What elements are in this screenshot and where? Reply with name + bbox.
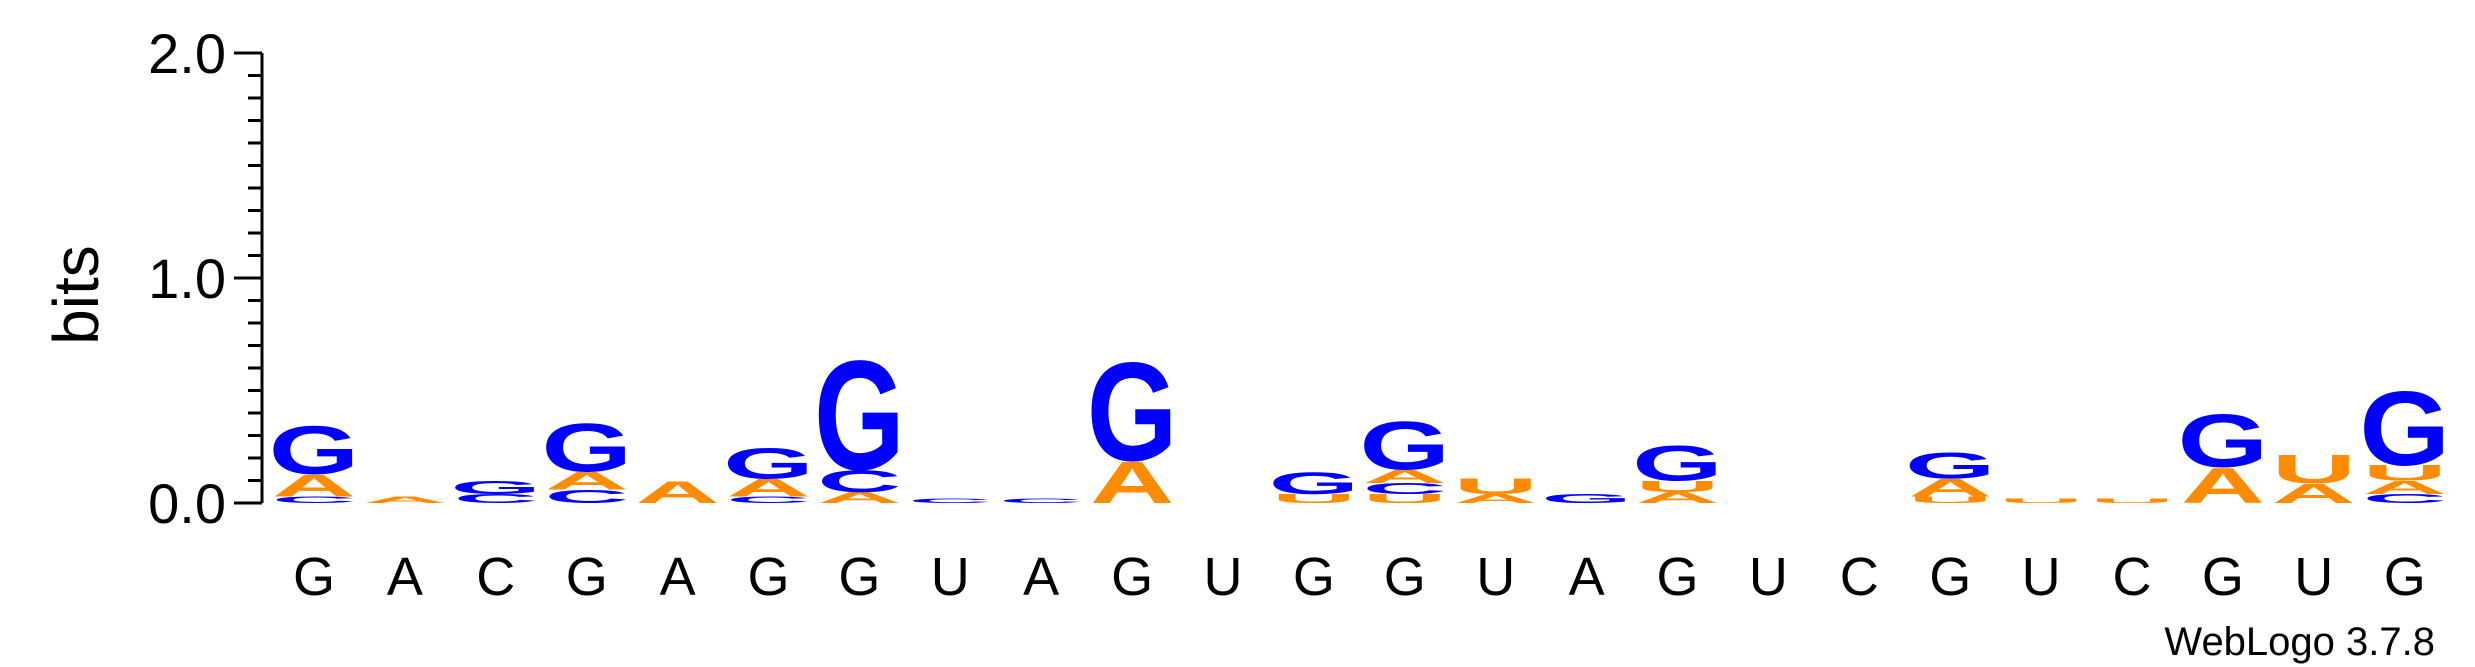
y-tick-label: 2.0 xyxy=(148,22,226,85)
position-7-stack: ACG xyxy=(814,329,905,507)
stack-letter-g: G xyxy=(1269,466,1360,501)
y-tick-label: 0.0 xyxy=(148,472,226,535)
position-15-stack: G xyxy=(1541,492,1632,506)
stack-letter-a: A xyxy=(1454,492,1538,506)
stack-letter-c: C xyxy=(817,464,901,499)
x-tick-label: G xyxy=(566,547,608,607)
stack-letter-a: A xyxy=(2272,477,2356,508)
stack-letter-g: G xyxy=(2359,369,2450,488)
position-10-stack: AG xyxy=(1087,334,1178,516)
stack-letter-c: C xyxy=(545,486,629,507)
position-2-stack: A xyxy=(363,495,447,506)
x-tick-label: G xyxy=(838,547,880,607)
stack-letter-a: A xyxy=(545,467,629,495)
stack-letter-a: A xyxy=(2363,477,2447,498)
y-axis-label: bits xyxy=(40,245,112,345)
position-21-stack: U xyxy=(2090,497,2174,504)
stack-letter-a: A xyxy=(1090,449,1174,516)
stack-letter-a: A xyxy=(1635,489,1719,506)
position-23-stack: AU xyxy=(2272,446,2356,509)
position-12-stack: UG xyxy=(1269,466,1360,506)
position-20-stack: U xyxy=(1999,497,2083,504)
stack-letter-a: A xyxy=(363,495,447,506)
x-tick-label: G xyxy=(1111,547,1153,607)
stack-letter-a: A xyxy=(272,468,356,503)
x-tick-label: C xyxy=(476,547,515,607)
stack-letter-g: G xyxy=(450,477,541,498)
x-tick-label: G xyxy=(1293,547,1335,607)
stack-letter-c: C xyxy=(908,497,992,504)
y-tick-label: 1.0 xyxy=(148,247,226,310)
stack-letter-u: U xyxy=(1363,492,1447,506)
stack-letter-g: G xyxy=(814,329,905,504)
weblogo-credit: WebLogo 3.7.8 xyxy=(2164,620,2435,664)
x-tick-label: G xyxy=(1656,547,1698,607)
stack-letter-u: U xyxy=(1635,478,1719,495)
stack-letter-c: C xyxy=(999,497,1083,504)
stack-letter-u: U xyxy=(1908,495,1992,506)
stack-letter-g: G xyxy=(1087,334,1178,491)
stack-letter-c: C xyxy=(726,495,810,506)
x-tick-label: A xyxy=(1569,547,1605,607)
stack-letter-u: U xyxy=(1999,497,2083,504)
position-22-stack: AG xyxy=(2178,399,2269,514)
x-tick-label: U xyxy=(931,547,970,607)
stack-letter-a: A xyxy=(1363,466,1447,487)
x-tick-label: C xyxy=(1840,547,1879,607)
x-tick-label: G xyxy=(1384,547,1426,607)
x-tick-label: A xyxy=(387,547,423,607)
position-14-stack: AU xyxy=(1454,474,1538,506)
stack-letter-g: G xyxy=(1541,492,1632,506)
stack-letter-a: A xyxy=(817,489,901,506)
stack-letter-g: G xyxy=(269,412,360,489)
position-3-stack: CG xyxy=(450,477,541,506)
x-tick-label: G xyxy=(747,547,789,607)
x-tick-label: C xyxy=(2113,547,2152,607)
stack-letter-a: A xyxy=(635,475,719,510)
x-tick-label: A xyxy=(660,547,696,607)
x-tick-label: G xyxy=(2384,547,2426,607)
x-tick-label: U xyxy=(2022,547,2061,607)
position-16-stack: AUG xyxy=(1632,436,1723,506)
x-tick-label: U xyxy=(2294,547,2333,607)
x-tick-label: A xyxy=(1023,547,1059,607)
stack-letter-g: G xyxy=(2178,399,2269,483)
position-5-stack: A xyxy=(635,475,719,510)
stack-letter-a: A xyxy=(726,474,810,502)
stack-letter-g: G xyxy=(1359,408,1450,485)
stack-letter-g: G xyxy=(541,410,632,487)
stack-letter-c: C xyxy=(1363,480,1447,497)
position-6-stack: CAG xyxy=(723,439,814,506)
position-19-stack: UAG xyxy=(1905,445,1996,505)
position-9-stack: C xyxy=(999,497,1083,504)
stack-letter-a: A xyxy=(2181,458,2265,514)
stack-letter-c: C xyxy=(2363,492,2447,506)
stack-letter-u: U xyxy=(1454,474,1538,498)
x-tick-label: U xyxy=(1204,547,1243,607)
stack-letter-c: C xyxy=(272,495,356,506)
stack-letter-u: U xyxy=(2090,497,2174,504)
stack-letter-u: U xyxy=(2363,461,2447,485)
stack-letter-g: G xyxy=(1905,445,1996,487)
x-tick-label: G xyxy=(1929,547,1971,607)
stack-letter-u: U xyxy=(1272,492,1356,506)
x-tick-label: U xyxy=(1749,547,1788,607)
stack-letter-a: A xyxy=(1908,474,1992,502)
stack-letter-g: G xyxy=(723,439,814,488)
x-tick-label: G xyxy=(2202,547,2244,607)
x-tick-label: U xyxy=(1476,547,1515,607)
stack-letter-u: U xyxy=(2272,446,2356,492)
y-axis: 0.0 1.0 2.0 xyxy=(148,22,264,535)
position-1-stack: CAG xyxy=(269,412,360,505)
x-tick-label: G xyxy=(293,547,335,607)
position-8-stack: C xyxy=(908,497,992,504)
position-4-stack: CAG xyxy=(541,410,632,507)
stack-letter-g: G xyxy=(1632,436,1723,492)
stack-letter-c: C xyxy=(454,492,538,506)
